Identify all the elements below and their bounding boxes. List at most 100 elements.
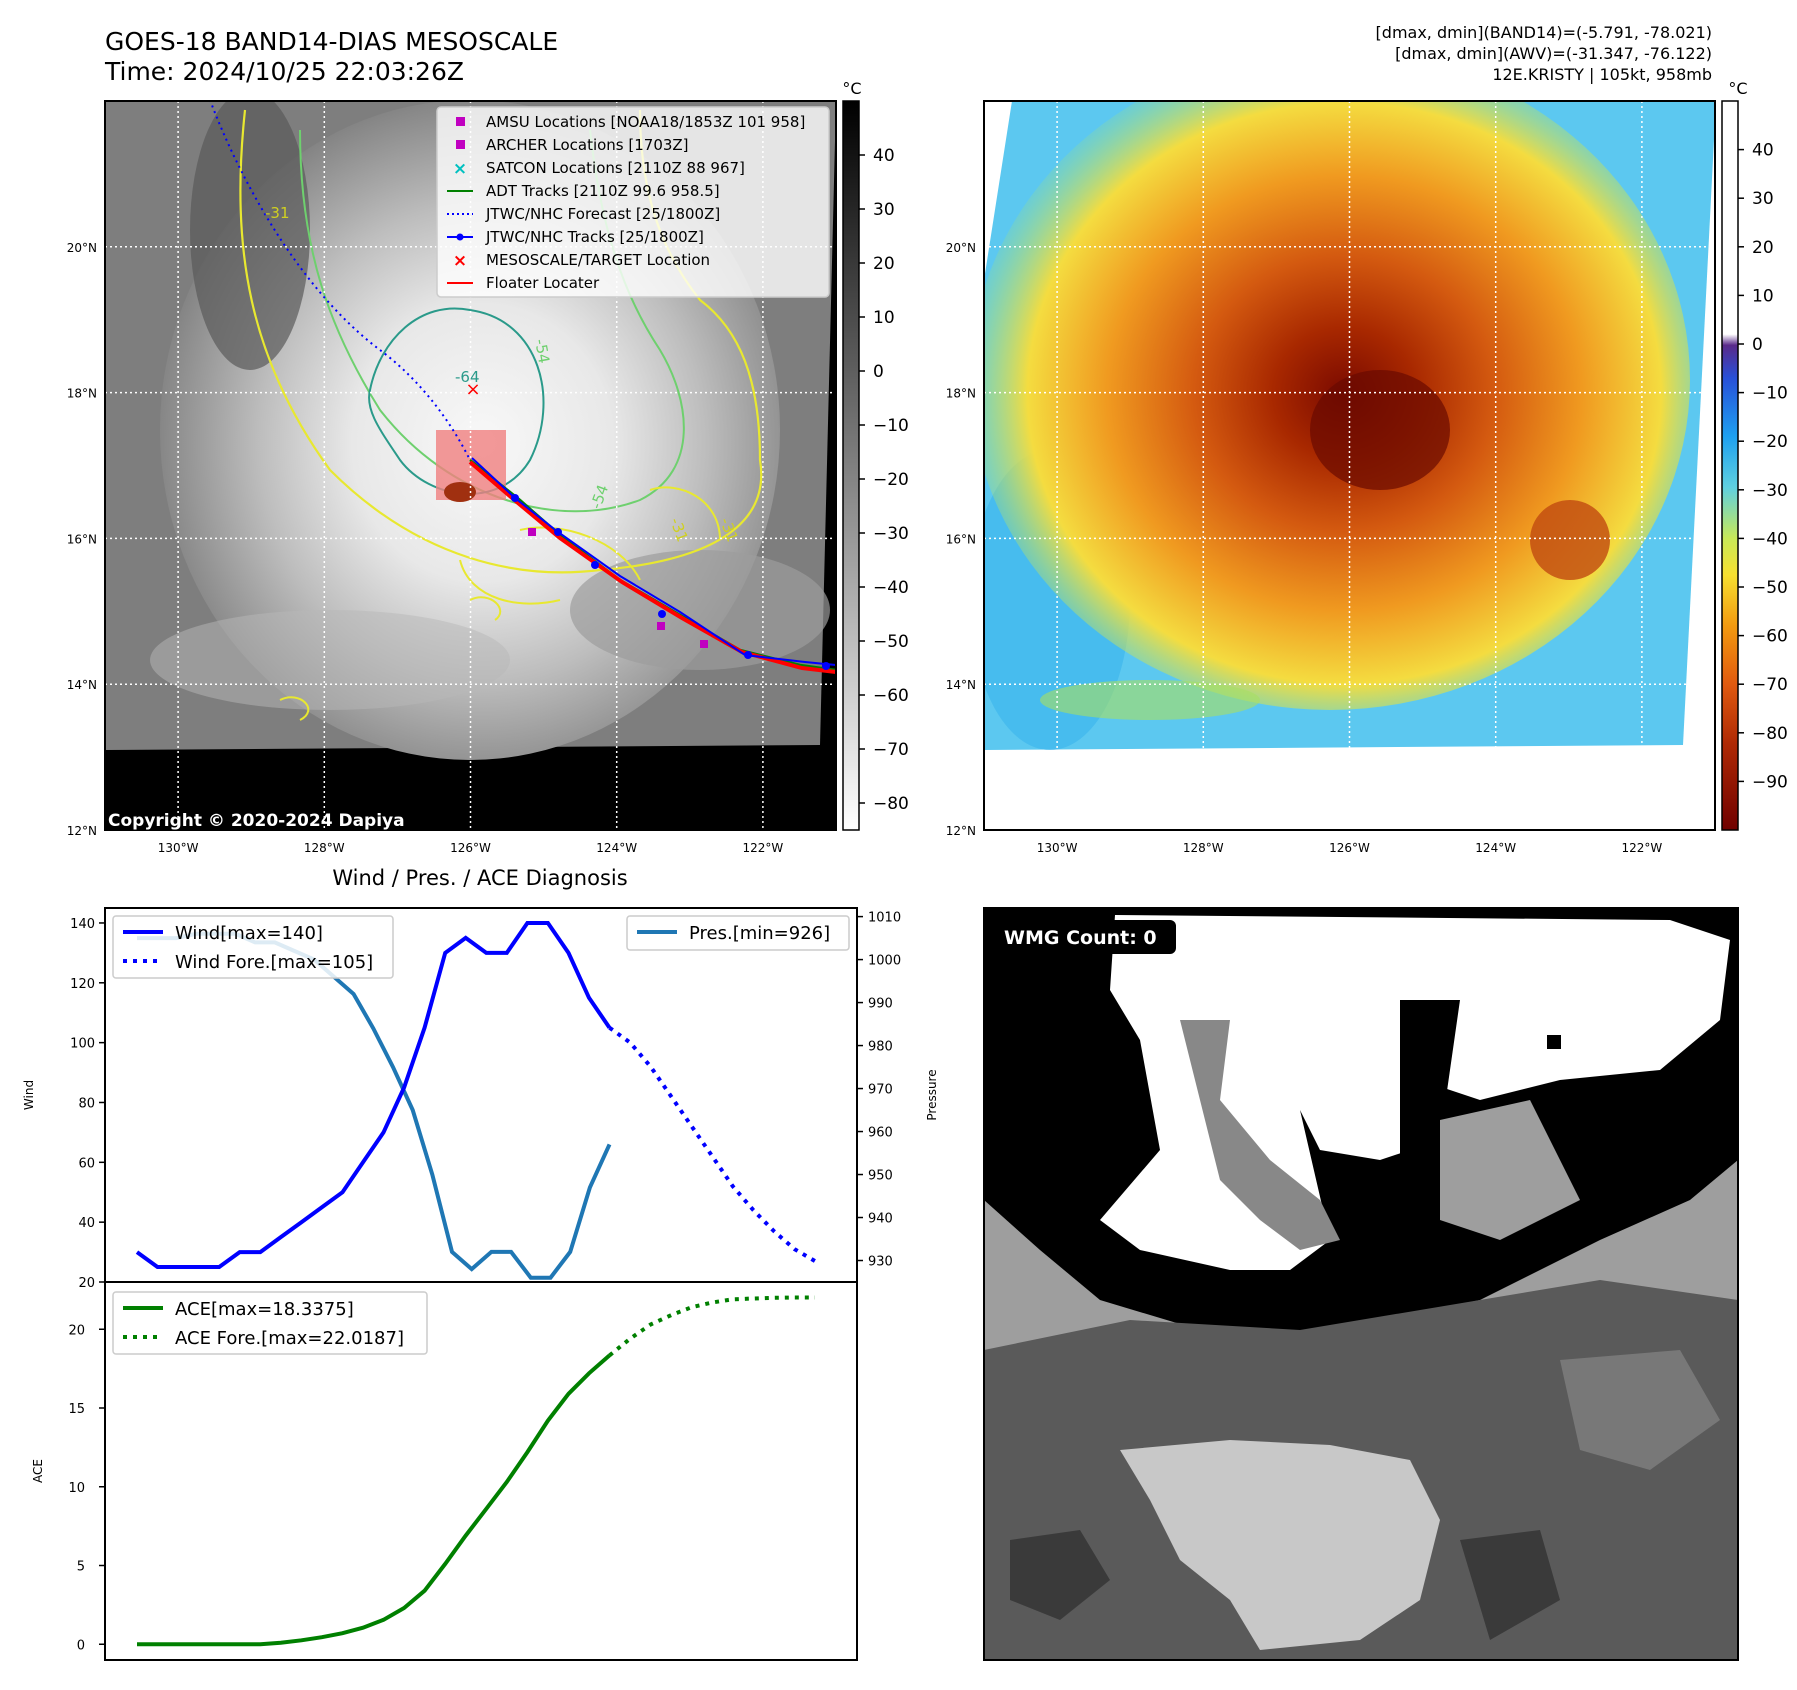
temp-colorbar: °C 40 30 20 10 0 −10 −20 −30 −40 −50 −60 −70 −80 −90 [1721,79,1788,831]
legend-label: MESOSCALE/TARGET Location [486,251,710,269]
wind-pressure-chart: 20 40 60 80 100 120 140 930 940 950 960 970 980 990 10… [22,907,939,1291]
eye-hot-spot [444,482,476,502]
wmg-badge [996,920,1176,954]
amsu-points [528,528,708,648]
ir-colorbar-bar [842,100,860,831]
colorbar-tick-label: −30 [1752,481,1788,501]
ir-map-panel: × -31 -64 -54 -31 -54 -31 20°N18°N16°N14… [67,100,837,855]
color-map-lon-ticks: 130°W 128°W 126°W 124°W 122°W [1037,841,1663,855]
legend-marker: × [453,159,467,179]
floater-track [468,460,836,674]
lon-tick-label: 122°W [743,841,784,855]
ace-tick-label: 5 [77,1560,85,1575]
temp-colorbar-unit: °C [1728,79,1747,98]
diagnosis-title: Wind / Pres. / ACE Diagnosis [332,866,627,890]
pressure-tick-label: 940 [868,1212,893,1227]
wmg-gray-band [1180,1020,1340,1250]
legend-label: SATCON Locations [2110Z 88 967] [486,159,745,177]
lon-tick-label: 126°W [450,841,491,855]
wind-line [135,921,612,1269]
ace-tick-label: 0 [77,1638,85,1653]
legend-label: Floater Locater [486,274,600,292]
colorbar-tick-label: −60 [1752,627,1788,647]
colorbar-tick-label: −40 [1752,529,1788,549]
wind-forecast-line [608,1026,817,1263]
contour-label: -54 [531,338,553,365]
wind-legend-label: Wind[max=140] [175,923,323,944]
wmg-bright-patch [1120,1440,1440,1650]
colorbar-tick-label: 40 [1752,141,1774,161]
ir-map-lat-ticks: 20°N 18°N 16°N 14°N 12°N [67,241,97,838]
contour-minus64 [368,307,545,495]
ace-tick-label: 20 [68,1323,85,1338]
info-storm: 12E.KRISTY | 105kt, 958mb [1492,65,1712,84]
lat-tick-label: 16°N [67,532,97,546]
lon-tick-label: 128°W [1183,841,1224,855]
legend-marker [456,140,465,149]
pressure-tick-label: 970 [868,1083,893,1098]
wind-tick-label: 60 [78,1156,95,1171]
lon-tick-label: 124°W [596,841,637,855]
lat-tick-label: 12°N [67,824,97,838]
color-storm-cloud [984,101,1690,710]
target-x-marker: × [465,379,480,400]
wmg-panel: WMG Count: 0 [983,907,1739,1661]
colorbar-tick-label: 0 [873,362,884,382]
colorbar-tick-label: −30 [873,524,909,544]
legend-label: ARCHER Locations [1703Z] [486,136,689,154]
lat-tick-label: 12°N [946,824,976,838]
forecast-track [209,101,471,461]
colorbar-tick-label: −70 [1752,675,1788,695]
lat-tick-label: 18°N [946,387,976,401]
lat-tick-label: 18°N [67,387,97,401]
info-dmax-band14: [dmax, dmin](BAND14)=(-5.791, -78.021) [1376,23,1712,42]
colorbar-tick-label: 30 [1752,189,1774,209]
ace-fore-legend-label: ACE Fore.[max=22.0187] [175,1328,404,1349]
lon-tick-label: 128°W [304,841,345,855]
ir-colorbar: °C 40 30 20 10 0 −10 −20 −30 −40 −50 −60 −70 −80 [842,79,909,831]
pressure-legend-label: Pres.[min=926] [689,923,830,944]
pressure-tick-label: 1010 [868,911,901,926]
legend-marker: × [453,251,467,271]
wind-tick-label: 100 [70,1037,95,1052]
pressure-tick-label: 930 [868,1255,893,1270]
legend-label: ADT Tracks [2110Z 99.6 958.5] [486,182,720,200]
colorbar-tick-label: −10 [873,416,909,436]
colorbar-tick-label: 20 [873,254,895,274]
jtwc-track-points [511,494,830,670]
colorbar-tick-label: −50 [1752,578,1788,598]
ace-line [137,1353,611,1647]
wind-legend: Wind[max=140] Wind Fore.[max=105] [112,915,394,979]
color-map-panel: 20°N 18°N 16°N 14°N 12°N 130°W 128°W 126°W 124°… [946,100,1716,855]
ace-tick-label: 10 [68,1481,85,1496]
wmg-frame [983,907,1739,1661]
colorbar-tick-label: 10 [1752,286,1774,306]
legend-label: JTWC/NHC Tracks [25/1800Z] [485,228,704,246]
figure-title: GOES-18 BAND14-DIAS MESOSCALE [105,27,558,56]
color-eye-region [1310,370,1450,490]
colorbar-tick-label: 40 [873,146,895,166]
contour-label: -64 [455,368,480,386]
colorbar-tick-label: 20 [1752,238,1774,258]
legend-marker [456,117,465,126]
ir-map-frame [104,100,837,831]
contour-label: -31 [265,204,290,222]
colorbar-tick-label: 0 [1752,335,1763,355]
legend-label: AMSU Locations [NOAA18/1853Z 101 958] [486,113,805,131]
jtwc-track [471,457,836,666]
lat-tick-label: 14°N [67,678,97,692]
wind-tick-label: 40 [78,1216,95,1231]
lon-tick-label: 130°W [1037,841,1078,855]
pressure-tick-label: 960 [868,1126,893,1141]
lat-tick-label: 16°N [946,532,976,546]
wind-tick-label: 140 [70,917,95,932]
map-legend-box [436,106,830,298]
pressure-tick-label: 1000 [868,954,901,969]
pressure-legend: Pres.[min=926] [626,915,850,951]
color-map-lat-ticks: 20°N 18°N 16°N 14°N 12°N [946,241,976,838]
ace-axis-label: ACE [31,1459,45,1483]
ace-tick-label: 15 [68,1402,85,1417]
figure-time: Time: 2024/10/25 22:03:26Z [104,57,464,86]
colorbar-tick-label: −70 [873,740,909,760]
